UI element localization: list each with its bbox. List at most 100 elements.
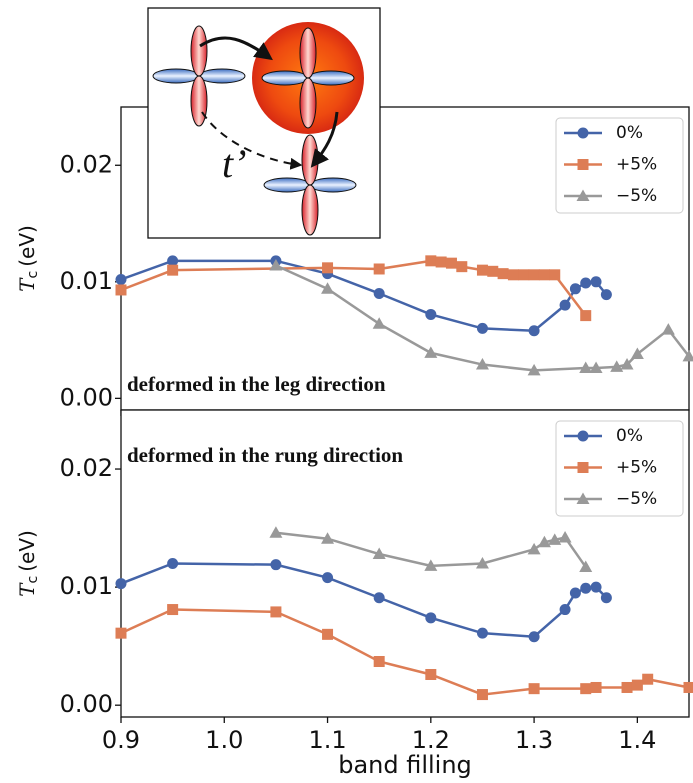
marker (321, 532, 335, 544)
marker (269, 258, 283, 271)
marker (475, 557, 489, 569)
marker (115, 578, 127, 590)
marker (538, 269, 550, 281)
y-axis-label-part: T (15, 582, 39, 597)
legend-marker (577, 430, 589, 442)
marker (683, 681, 693, 693)
series-line (275, 531, 587, 568)
marker (372, 547, 386, 560)
marker (115, 273, 127, 285)
marker (590, 276, 602, 288)
marker (270, 606, 282, 618)
marker (373, 263, 385, 275)
marker (579, 361, 593, 374)
marker (476, 322, 488, 334)
marker (425, 668, 437, 680)
marker (373, 656, 385, 668)
marker (580, 310, 592, 322)
marker (548, 533, 562, 545)
y-tick-label: 0.02 (60, 454, 113, 482)
x-tick-label: 1.4 (618, 726, 656, 754)
legend-marker (577, 127, 589, 139)
marker (610, 360, 624, 372)
legend-marker (576, 492, 590, 504)
marker (600, 592, 612, 604)
legend-box (555, 420, 684, 517)
x-axis-label: band filling (338, 751, 472, 779)
marker (373, 592, 385, 604)
marker (435, 256, 447, 268)
annotation: deformed in the rung direction (127, 443, 403, 467)
marker (115, 284, 127, 296)
marker (373, 287, 385, 299)
x-tick-label: 0.9 (102, 726, 140, 754)
marker (549, 269, 561, 281)
marker (167, 604, 179, 616)
marker (590, 581, 602, 593)
marker (569, 587, 581, 599)
x-tick-label: 1.0 (205, 726, 243, 754)
y-tick-label: 0.01 (60, 267, 113, 295)
marker (167, 255, 179, 267)
x-tick-label: 1.2 (412, 726, 450, 754)
marker (642, 673, 654, 685)
legend-label: 0% (616, 426, 643, 446)
marker (580, 683, 592, 695)
marker (682, 349, 693, 362)
marker (269, 526, 283, 538)
y-axis-label: Tc (eV) (15, 530, 42, 597)
marker (475, 358, 489, 370)
marker (321, 282, 335, 294)
marker (600, 289, 612, 301)
legend-marker (576, 189, 590, 201)
marker (621, 681, 633, 693)
marker (425, 612, 437, 624)
y-tick-label: 0.02 (60, 150, 113, 178)
inset-diagram: t’ (147, 7, 381, 239)
y-axis-label-part: (eV) (15, 225, 39, 267)
x-tick-label: 1.3 (515, 726, 553, 754)
panel: 0.00 0.01 0.02 0.9 1.0 1.1 1.2 1.3 1.4 band filli… (15, 409, 693, 779)
legend-label: −5% (616, 186, 657, 206)
legend-label: −5% (616, 489, 657, 509)
marker (528, 325, 540, 337)
x-tick-label: 1.1 (308, 726, 346, 754)
marker (476, 689, 488, 701)
y-axis-label-part: c (25, 576, 41, 584)
y-tick-label: 0.01 (60, 572, 113, 600)
legend-label: +5% (616, 458, 657, 478)
marker (476, 627, 488, 639)
marker (507, 269, 519, 281)
marker (270, 559, 282, 571)
marker (456, 261, 468, 273)
marker (322, 628, 334, 640)
marker (661, 323, 675, 335)
y-tick-label: 0.00 (60, 383, 113, 411)
marker (527, 363, 541, 376)
y-axis-label: Tc (eV) (15, 225, 42, 292)
plots: 0.00 0.01 0.02 Tc (eV) deformed in the leg di… (15, 106, 693, 779)
marker (631, 679, 643, 691)
legend-label: 0% (616, 123, 643, 143)
legend-box (555, 117, 684, 214)
marker (528, 631, 540, 643)
marker (590, 681, 602, 693)
marker (487, 265, 499, 277)
marker (528, 269, 540, 281)
annotation: deformed in the leg direction (127, 372, 386, 396)
legend-marker (577, 159, 589, 170)
marker (115, 627, 127, 639)
marker (167, 558, 179, 569)
marker (559, 299, 571, 311)
y-axis-label-part: (eV) (15, 530, 39, 572)
marker (620, 358, 634, 370)
marker (425, 308, 437, 320)
marker (322, 572, 334, 584)
marker (372, 317, 386, 329)
marker (167, 264, 179, 276)
marker (497, 268, 509, 280)
legend-label: +5% (616, 155, 657, 175)
marker (424, 346, 438, 358)
marker (424, 559, 438, 571)
